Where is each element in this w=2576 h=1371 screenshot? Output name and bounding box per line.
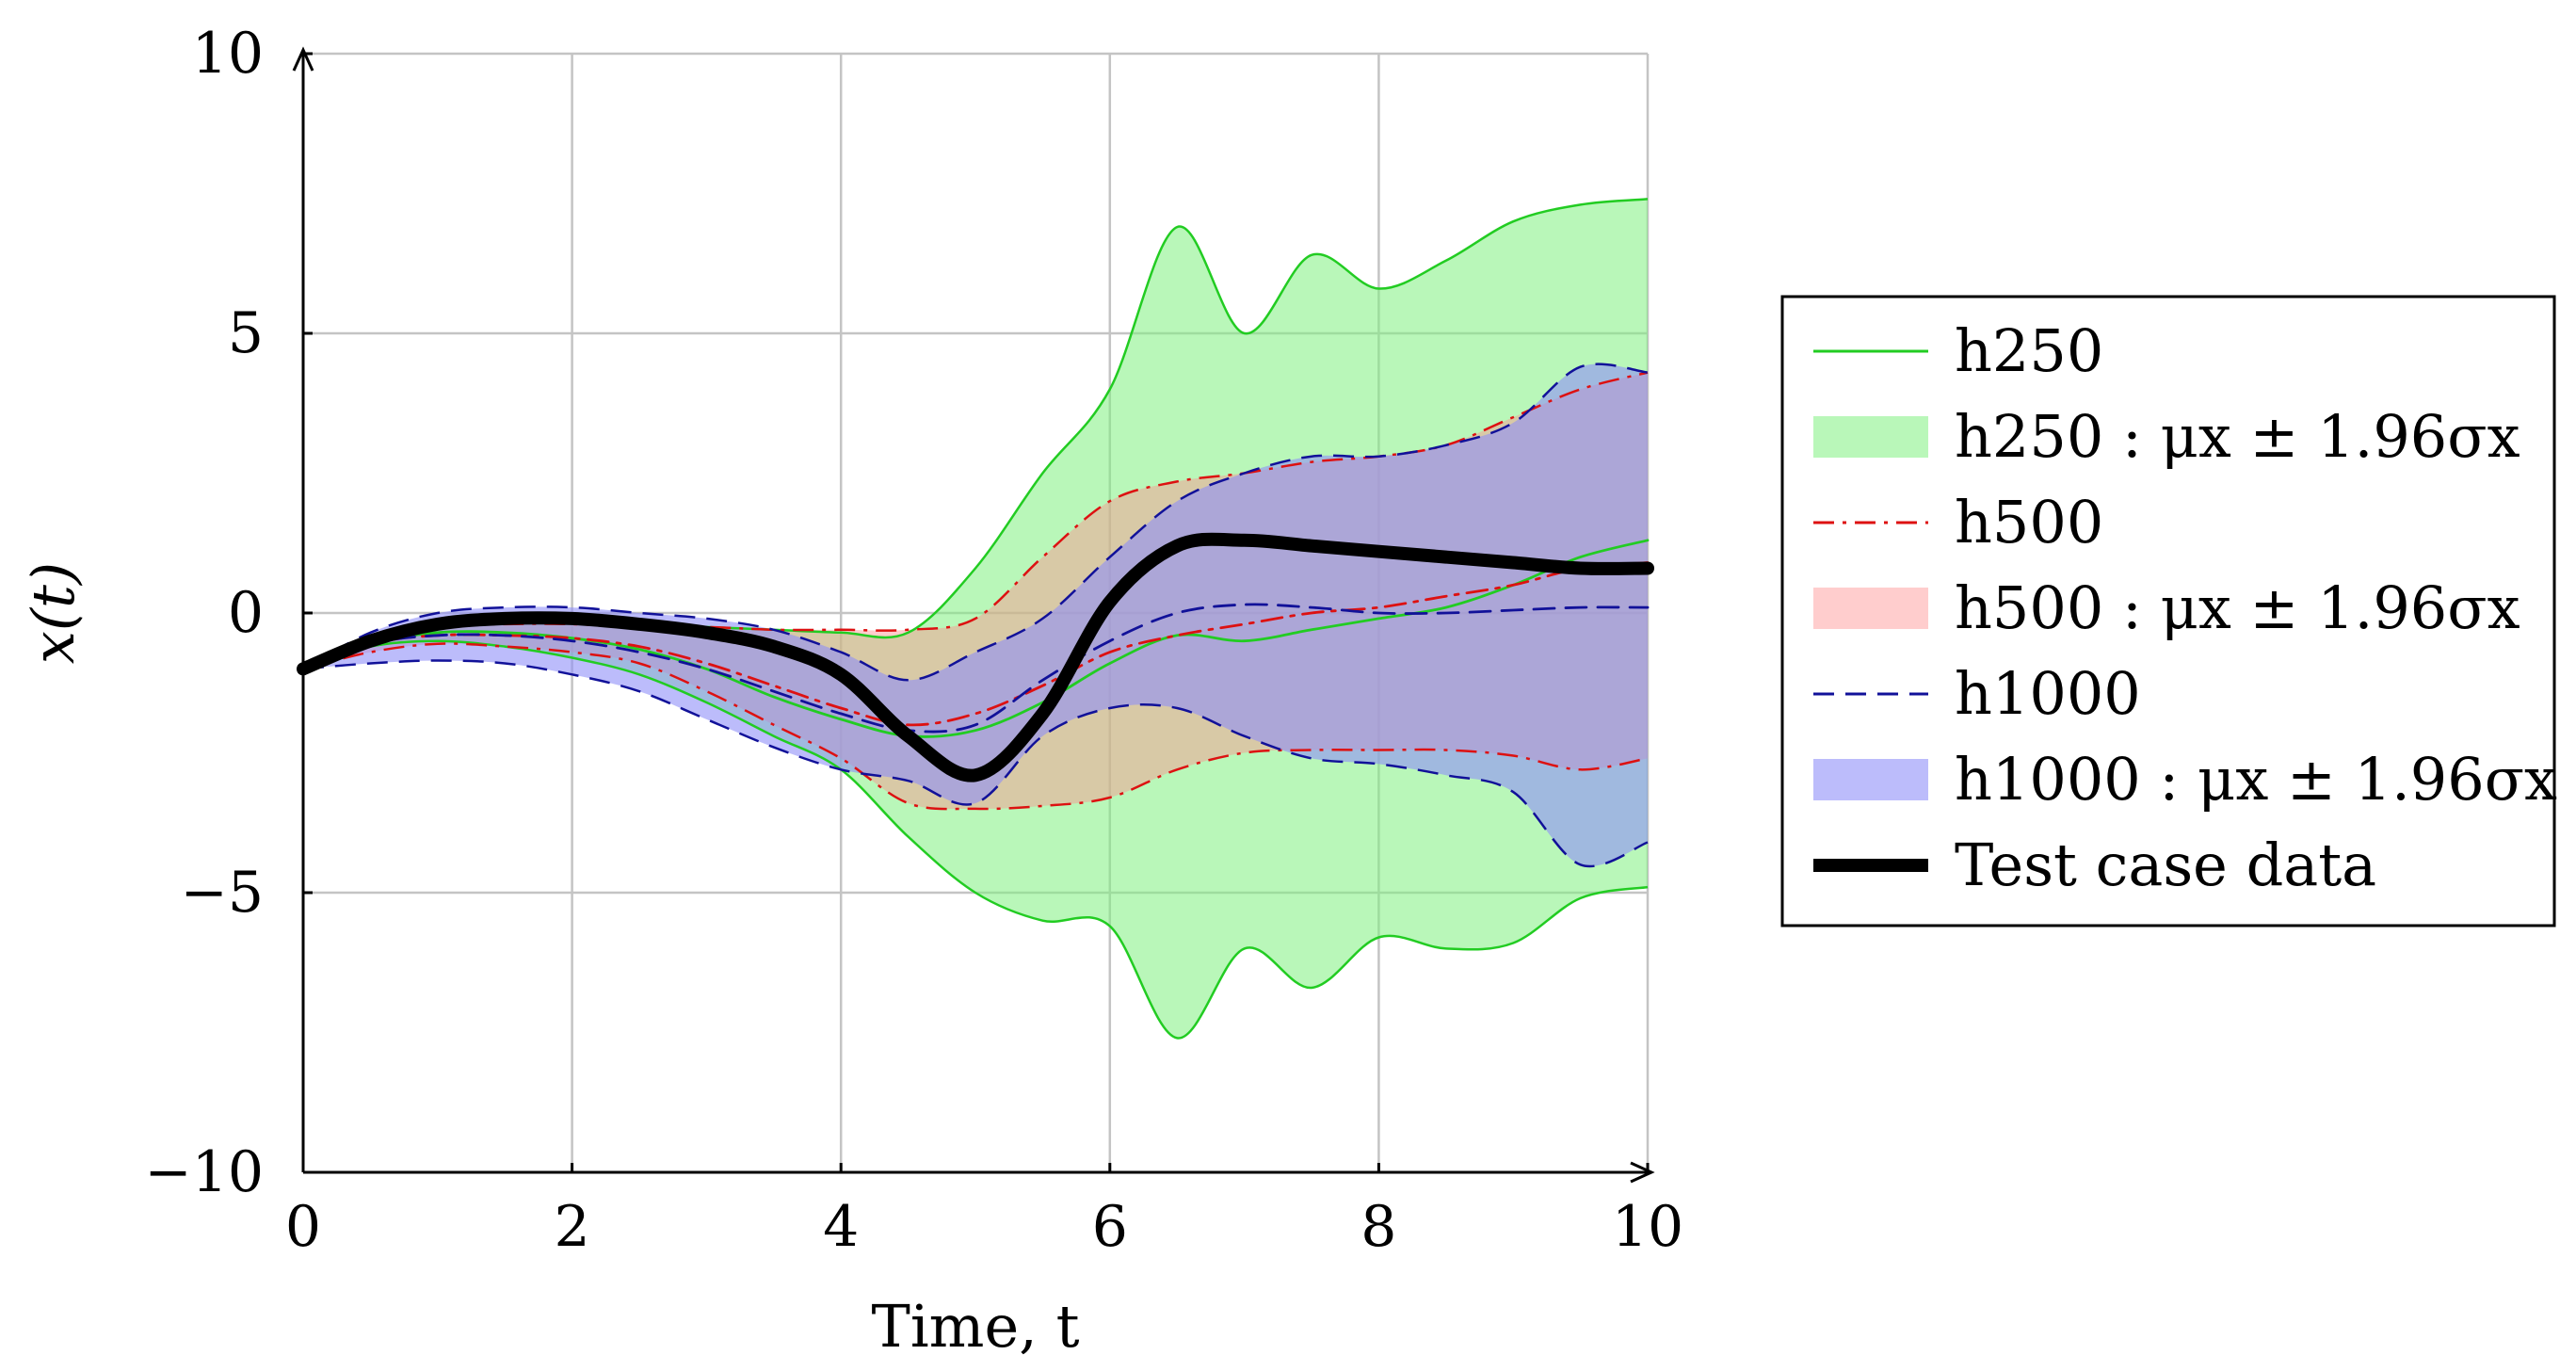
x-tick-label: 2: [555, 1194, 590, 1260]
y-axis-label: x(t): [19, 562, 88, 664]
x-axis-label: Time, t: [872, 1292, 1080, 1361]
legend-label: h1000: [1955, 659, 2141, 728]
legend-label: Test case data: [1955, 831, 2376, 899]
band-edge-2-lower: [302, 659, 1649, 868]
band-edge-1-lower: [302, 642, 1649, 811]
y-tick-label: 5: [228, 300, 264, 366]
legend-label: h1000 : μx ± 1.96σx: [1955, 745, 2557, 814]
band-edge-0-lower: [302, 639, 1649, 1040]
series-line-0: [301, 539, 1650, 738]
x-tick-label: 4: [823, 1194, 859, 1260]
x-tick-label: 6: [1092, 1194, 1128, 1260]
legend-box: [1780, 295, 2556, 927]
series-line-3: [297, 532, 1654, 782]
band-edge-1-upper: [302, 371, 1649, 670]
y-axis-arrow: [292, 46, 314, 72]
x-tick-label: 10: [1612, 1194, 1683, 1260]
legend-label: h500: [1955, 488, 2103, 556]
y-tick-label: −5: [181, 860, 264, 926]
x-tick-label: 0: [285, 1194, 321, 1260]
y-tick-label: 10: [192, 21, 264, 87]
y-tick-label: −10: [144, 1139, 264, 1205]
confidence-band-2: [303, 363, 1648, 867]
legend-label: h250: [1955, 316, 2103, 385]
tick-labels: 0 2 4 6 8 10 10 5 0 −5 −10: [144, 21, 1683, 1260]
x-axis-arrow: [1630, 1161, 1655, 1184]
legend-swatch-band: [1813, 416, 1928, 458]
legend-swatch-band: [1813, 588, 1928, 629]
band-edge-2-upper: [302, 363, 1649, 682]
series-line-2: [301, 603, 1650, 734]
axes: [292, 46, 1655, 1184]
legend: h250 h250 : μx ± 1.96σx h500 h500 : μx ± 1.…: [1780, 295, 2557, 927]
y-tick-label: 0: [228, 580, 264, 646]
legend-swatch-band: [1813, 759, 1928, 800]
series-layer: [297, 198, 1654, 1040]
legend-label: h250 : μx ± 1.96σx: [1955, 402, 2520, 471]
x-tick-label: 8: [1360, 1194, 1396, 1260]
legend-label: h500 : μx ± 1.96σx: [1955, 573, 2520, 642]
